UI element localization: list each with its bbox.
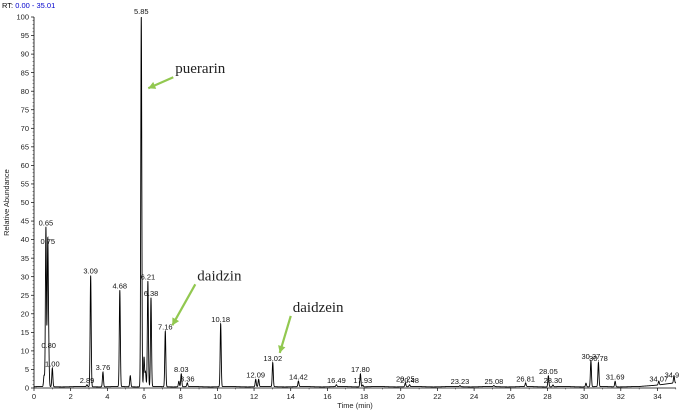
y-tick-label: 55 (21, 180, 29, 189)
peak-label-31-69: 31.69 (606, 372, 625, 381)
x-tick-label: 2 (69, 392, 73, 401)
chromatogram-trace (34, 16, 676, 388)
y-tick-label: 30 (21, 272, 29, 281)
peak-labels: 0.65 0.75 0.80 1.00 2.89 3.09 3.76 4.68 5.85 6.21… (39, 7, 679, 386)
rt-prefix: RT: (2, 1, 13, 10)
x-tick-label: 24 (470, 392, 478, 401)
rt-range-value: 0.00 - 35.01 (15, 1, 55, 10)
y-tick-label: 35 (21, 254, 29, 263)
peak-label-0-80: 0.80 (41, 341, 56, 350)
y-tick-label: 80 (21, 87, 29, 96)
peak-label-6-38: 6.38 (144, 289, 159, 298)
peak-label-8-36: 8.36 (180, 374, 195, 383)
axes: 0510152025303540455055606570758085909510… (16, 13, 677, 401)
annotation-arrowhead-daidzin (172, 317, 180, 326)
y-tick-label: 85 (21, 68, 29, 77)
x-axis-label: Time (min) (337, 401, 373, 410)
peak-label-17-80: 17.80 (351, 365, 370, 374)
peak-label-8-03: 8.03 (174, 365, 189, 374)
peak-label-7-16: 7.16 (158, 322, 173, 331)
x-tick-label: 26 (507, 392, 515, 401)
x-tick-label: 0 (32, 392, 36, 401)
peak-label-26-81: 26.81 (516, 374, 535, 383)
peak-label-0-65: 0.65 (39, 218, 54, 227)
x-tick-label: 4 (105, 392, 109, 401)
peak-label-10-18: 10.18 (211, 315, 230, 324)
x-tick-label: 16 (323, 392, 331, 401)
y-tick-label: 95 (21, 31, 29, 40)
peak-label-34-90: 34.90 (665, 371, 679, 380)
peak-label-28-05: 28.05 (539, 367, 558, 376)
annotation-arrowhead-puerarin (148, 81, 157, 89)
x-tick-label: 8 (179, 392, 183, 401)
y-tick-label: 45 (21, 217, 29, 226)
peak-label-20-48: 20.48 (400, 376, 419, 385)
y-tick-label: 0 (25, 384, 29, 393)
peak-label-6-21: 6.21 (141, 272, 156, 281)
x-tick-label: 18 (360, 392, 368, 401)
x-tick-label: 20 (397, 392, 405, 401)
x-tick-label: 22 (433, 392, 441, 401)
x-tick-label: 34 (653, 392, 661, 401)
peak-label-25-08: 25.08 (485, 377, 504, 386)
x-tick-label: 12 (250, 392, 258, 401)
y-tick-label: 65 (21, 142, 29, 151)
annotation-label-puerarin: puerarin (175, 61, 225, 77)
x-tick-label: 30 (580, 392, 588, 401)
y-tick-label: 50 (21, 198, 29, 207)
peak-label-3-76: 3.76 (96, 363, 111, 372)
annotation-label-daidzein: daidzein (293, 300, 344, 316)
peak-label-0-75: 0.75 (40, 237, 55, 246)
peak-label-17-93: 17.93 (353, 376, 372, 385)
peak-label-13-02: 13.02 (263, 354, 282, 363)
x-tick-label: 10 (213, 392, 221, 401)
peak-label-20-25: 20.25 (396, 374, 415, 383)
y-tick-label: 100 (16, 13, 29, 22)
x-tick-label: 32 (617, 392, 625, 401)
y-tick-label: 15 (21, 328, 29, 337)
y-tick-label: 40 (21, 235, 29, 244)
rt-range-header: RT: 0.00 - 35.01 (2, 1, 55, 10)
x-tick-label: 28 (543, 392, 551, 401)
compound-annotations: puerarin daidzin daidzein (147, 61, 344, 354)
y-tick-label: 20 (21, 309, 29, 318)
annotation-label-daidzin: daidzin (197, 268, 242, 284)
y-tick-label: 5 (25, 365, 29, 374)
trace-line (34, 16, 676, 388)
annotation-arrow-daidzin (171, 283, 197, 326)
peak-label-2-89: 2.89 (80, 376, 95, 385)
y-tick-label: 75 (21, 105, 29, 114)
peak-label-1-00: 1.00 (45, 359, 60, 368)
peak-label-4-68: 4.68 (113, 282, 128, 291)
peak-label-34-07: 34.07 (649, 374, 668, 383)
peak-label-14-42: 14.42 (289, 372, 308, 381)
y-tick-label: 25 (21, 291, 29, 300)
y-tick-label: 60 (21, 161, 29, 170)
y-axis-label: Relative Abundance (2, 169, 11, 236)
peak-label-28-30: 28.30 (544, 376, 563, 385)
peak-label-16-49: 16.49 (327, 376, 346, 385)
peak-label-12-09: 12.09 (246, 371, 265, 380)
peak-label-3-09: 3.09 (83, 267, 98, 276)
peak-label-23-23: 23.23 (451, 377, 470, 386)
x-tick-label: 6 (142, 392, 146, 401)
x-tick-label: 14 (287, 392, 295, 401)
y-tick-label: 90 (21, 50, 29, 59)
y-tick-label: 10 (21, 347, 29, 356)
y-tick-label: 70 (21, 124, 29, 133)
annotation-arrowhead-daidzein (278, 345, 286, 353)
peak-label-30-78: 30.78 (589, 354, 608, 363)
peak-label-5-85: 5.85 (134, 7, 149, 16)
peak-label-30-37: 30.37 (582, 352, 601, 361)
